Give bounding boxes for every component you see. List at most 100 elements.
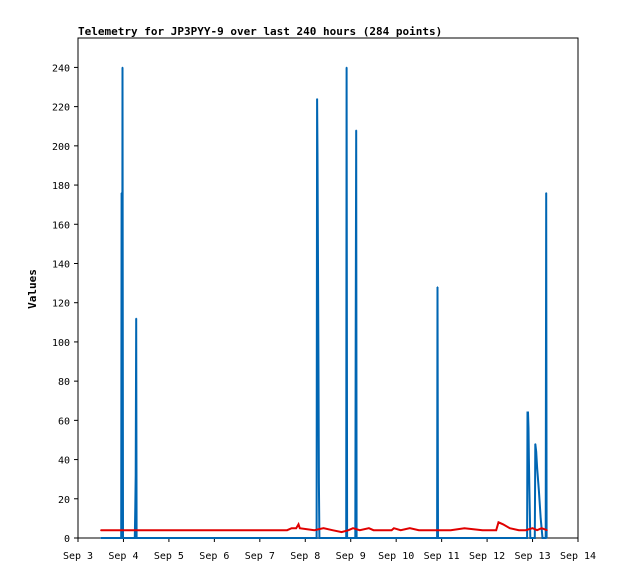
data-point: [525, 529, 527, 531]
data-point: [391, 529, 393, 531]
y-tick-label: 120: [52, 299, 70, 310]
data-point: [541, 527, 543, 529]
x-axis: Sep 3 Sep 4 Sep 5 Sep 6 Sep 7 Sep 8 Sep 9 Sep 1…: [63, 538, 596, 562]
series-line-0: [100, 67, 548, 539]
data-point: [295, 527, 297, 529]
data-point: [359, 529, 361, 531]
y-tick-label: 220: [52, 103, 70, 114]
series-line-1: [100, 520, 548, 534]
data-point: [545, 192, 547, 194]
data-point: [436, 286, 439, 288]
x-tick-label: Sep 14: [560, 551, 596, 562]
y-tick-label: 160: [52, 220, 70, 231]
data-point: [509, 527, 511, 529]
data-point: [286, 529, 288, 531]
data-point: [418, 529, 420, 531]
data-point: [546, 529, 548, 531]
data-point: [481, 529, 484, 531]
data-point: [346, 537, 348, 539]
y-axis-label: Values: [26, 269, 39, 309]
x-tick-label: Sep 8: [290, 551, 320, 562]
data-point: [341, 531, 343, 533]
data-point: [393, 527, 395, 529]
x-tick-label: Sep 5: [154, 551, 184, 562]
y-tick-label: 0: [64, 534, 70, 545]
y-tick-label: 20: [58, 495, 70, 506]
data-point: [436, 529, 438, 531]
y-tick-label: 60: [58, 416, 70, 427]
y-tick-label: 200: [52, 142, 70, 153]
data-point: [100, 537, 102, 539]
data-point: [518, 529, 520, 531]
y-tick-label: 240: [52, 63, 70, 74]
data-point: [502, 523, 504, 525]
y-axis: 0 20 40 60 80 100 120 140 160 180 200 220 240: [52, 63, 78, 545]
data-point: [355, 129, 357, 131]
data-point: [497, 521, 500, 523]
x-tick-label: Sep 3: [63, 551, 93, 562]
data-point: [463, 527, 465, 529]
data-point: [134, 506, 136, 508]
data-point: [534, 443, 536, 445]
data-point: [121, 192, 123, 194]
x-tick-label: Sep 4: [108, 551, 138, 562]
data-point: [355, 333, 357, 335]
data-point: [313, 529, 315, 531]
data-point: [450, 529, 452, 531]
x-tick-label: Sep 10: [378, 551, 414, 562]
data-point: [100, 529, 102, 531]
data-point: [122, 537, 124, 539]
y-tick-label: 100: [52, 338, 70, 349]
data-point: [316, 153, 319, 155]
data-point: [400, 529, 402, 531]
data-point: [527, 411, 529, 414]
data-point: [121, 66, 124, 68]
data-point: [322, 527, 325, 529]
data-point: [316, 98, 318, 100]
data-point: [534, 537, 536, 539]
series-layer: [100, 66, 548, 539]
data-point: [317, 262, 319, 265]
data-point: [120, 537, 122, 539]
data-point: [372, 529, 375, 531]
data-point: [317, 372, 320, 374]
data-point: [529, 537, 531, 539]
x-tick-label: Sep 7: [245, 551, 275, 562]
data-point: [541, 537, 544, 539]
y-tick-label: 180: [52, 181, 70, 192]
data-point: [436, 537, 438, 539]
data-point: [136, 537, 138, 539]
data-point: [538, 490, 540, 492]
x-tick-label: Sep 9: [336, 551, 366, 562]
series-0: [100, 66, 548, 539]
data-point: [528, 490, 531, 492]
data-point: [316, 537, 318, 539]
data-point: [536, 529, 538, 531]
y-tick-label: 40: [58, 456, 70, 467]
data-point: [535, 451, 537, 453]
data-point: [495, 529, 497, 531]
data-point: [345, 537, 347, 539]
data-point: [291, 527, 293, 529]
data-point: [135, 317, 137, 319]
data-point: [540, 517, 542, 520]
data-point: [546, 537, 548, 539]
data-point: [299, 527, 301, 529]
data-point: [318, 482, 320, 484]
data-point: [368, 527, 370, 529]
data-point: [545, 537, 547, 539]
data-point: [409, 527, 411, 529]
data-point: [318, 537, 320, 539]
data-point: [352, 527, 354, 529]
data-point: [347, 529, 350, 531]
data-point: [297, 523, 300, 525]
data-point: [528, 459, 530, 461]
data-point: [121, 537, 123, 539]
x-tick-label: Sep 6: [199, 551, 229, 562]
x-tick-label: Sep 13: [514, 551, 550, 562]
y-tick-label: 80: [58, 377, 70, 388]
x-tick-label: Sep 12: [469, 551, 505, 562]
x-tick-label: Sep 11: [424, 551, 460, 562]
data-point: [527, 427, 530, 429]
data-point: [346, 66, 348, 68]
